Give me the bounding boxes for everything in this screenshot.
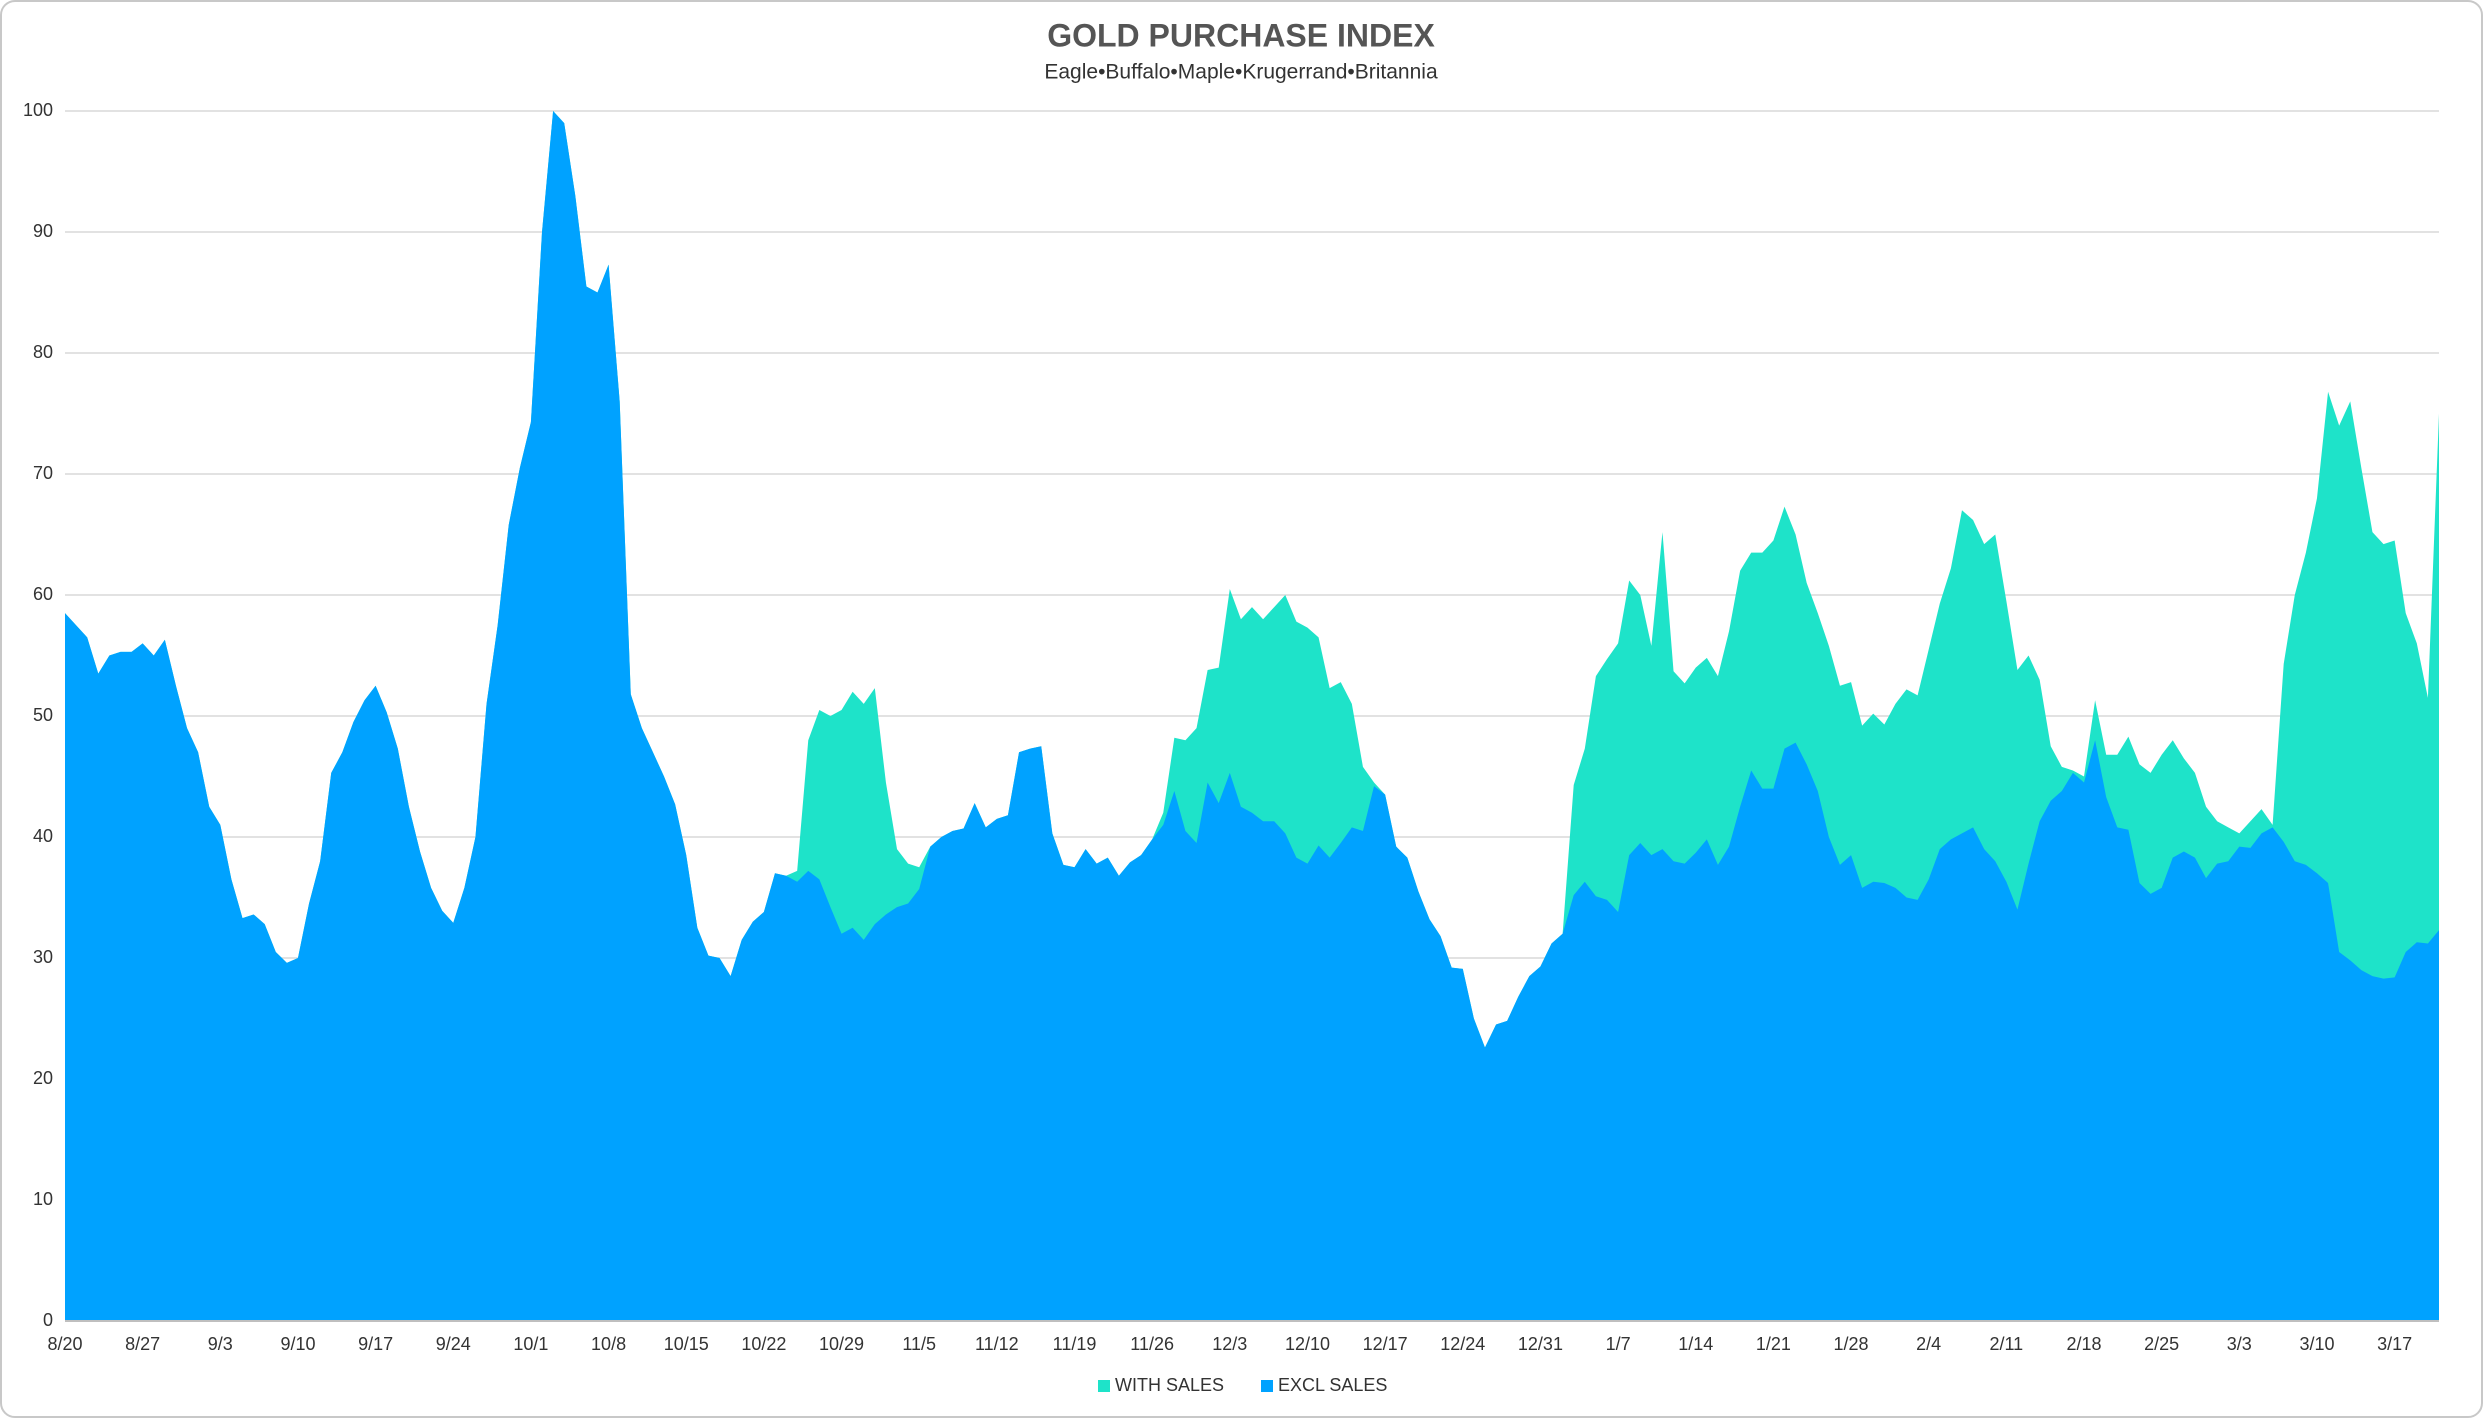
x-tick-label: 2/18: [2066, 1334, 2101, 1354]
x-tick-label: 8/27: [125, 1334, 160, 1354]
x-tick-label: 1/28: [1834, 1334, 1869, 1354]
x-tick-label: 11/19: [1053, 1334, 1097, 1354]
x-tick-label: 11/5: [902, 1334, 936, 1354]
x-tick-label: 12/10: [1285, 1334, 1330, 1354]
x-tick-label: 8/20: [47, 1334, 82, 1354]
y-tick-label: 100: [23, 100, 53, 120]
x-tick-label: 10/8: [591, 1334, 626, 1354]
x-tick-label: 12/24: [1440, 1334, 1485, 1354]
legend-swatch: [1261, 1380, 1273, 1392]
x-tick-label: 2/4: [1916, 1334, 1941, 1354]
x-tick-label: 1/7: [1606, 1334, 1631, 1354]
x-tick-label: 2/11: [1990, 1334, 2024, 1354]
legend-label: EXCL SALES: [1278, 1375, 1387, 1395]
x-tick-label: 10/15: [664, 1334, 709, 1354]
x-tick-label: 1/21: [1756, 1334, 1791, 1354]
area: [65, 111, 2439, 1321]
x-tick-label: 12/17: [1363, 1334, 1408, 1354]
y-tick-label: 20: [33, 1068, 53, 1088]
y-tick-label: 60: [33, 584, 53, 604]
x-tick-label: 3/10: [2299, 1334, 2334, 1354]
y-tick-label: 40: [33, 826, 53, 846]
x-tick-label: 10/29: [819, 1334, 864, 1354]
x-tick-label: 1/14: [1678, 1334, 1713, 1354]
chart-subtitle: Eagle•Buffalo•Maple•Krugerrand•Britannia: [1044, 61, 1438, 84]
y-tick-label: 10: [33, 1189, 53, 1209]
x-tick-label: 2/25: [2144, 1334, 2179, 1354]
x-tick-label: 9/10: [280, 1334, 315, 1354]
y-tick-label: 30: [33, 947, 53, 967]
y-tick-label: 0: [43, 1310, 53, 1330]
x-tick-label: 11/12: [975, 1334, 1019, 1354]
chart-title: GOLD PURCHASE INDEX: [1047, 17, 1435, 53]
x-tick-label: 12/31: [1518, 1334, 1563, 1354]
y-tick-label: 50: [33, 705, 53, 725]
x-tick-label: 9/17: [358, 1334, 393, 1354]
x-tick-label: 3/3: [2227, 1334, 2252, 1354]
y-tick-label: 90: [33, 221, 53, 241]
x-tick-label: 9/3: [208, 1334, 233, 1354]
x-tick-label: 9/24: [436, 1334, 471, 1354]
x-tick-label: 3/17: [2377, 1334, 2412, 1354]
x-tick-label: 11/26: [1130, 1334, 1174, 1354]
legend-label: WITH SALES: [1115, 1375, 1224, 1395]
legend-swatch: [1098, 1380, 1110, 1392]
x-tick-label: 10/1: [513, 1334, 548, 1354]
x-tick-label: 12/3: [1212, 1334, 1247, 1354]
x-tick-label: 10/22: [741, 1334, 786, 1354]
y-tick-label: 80: [33, 342, 53, 362]
y-tick-label: 70: [33, 463, 53, 483]
